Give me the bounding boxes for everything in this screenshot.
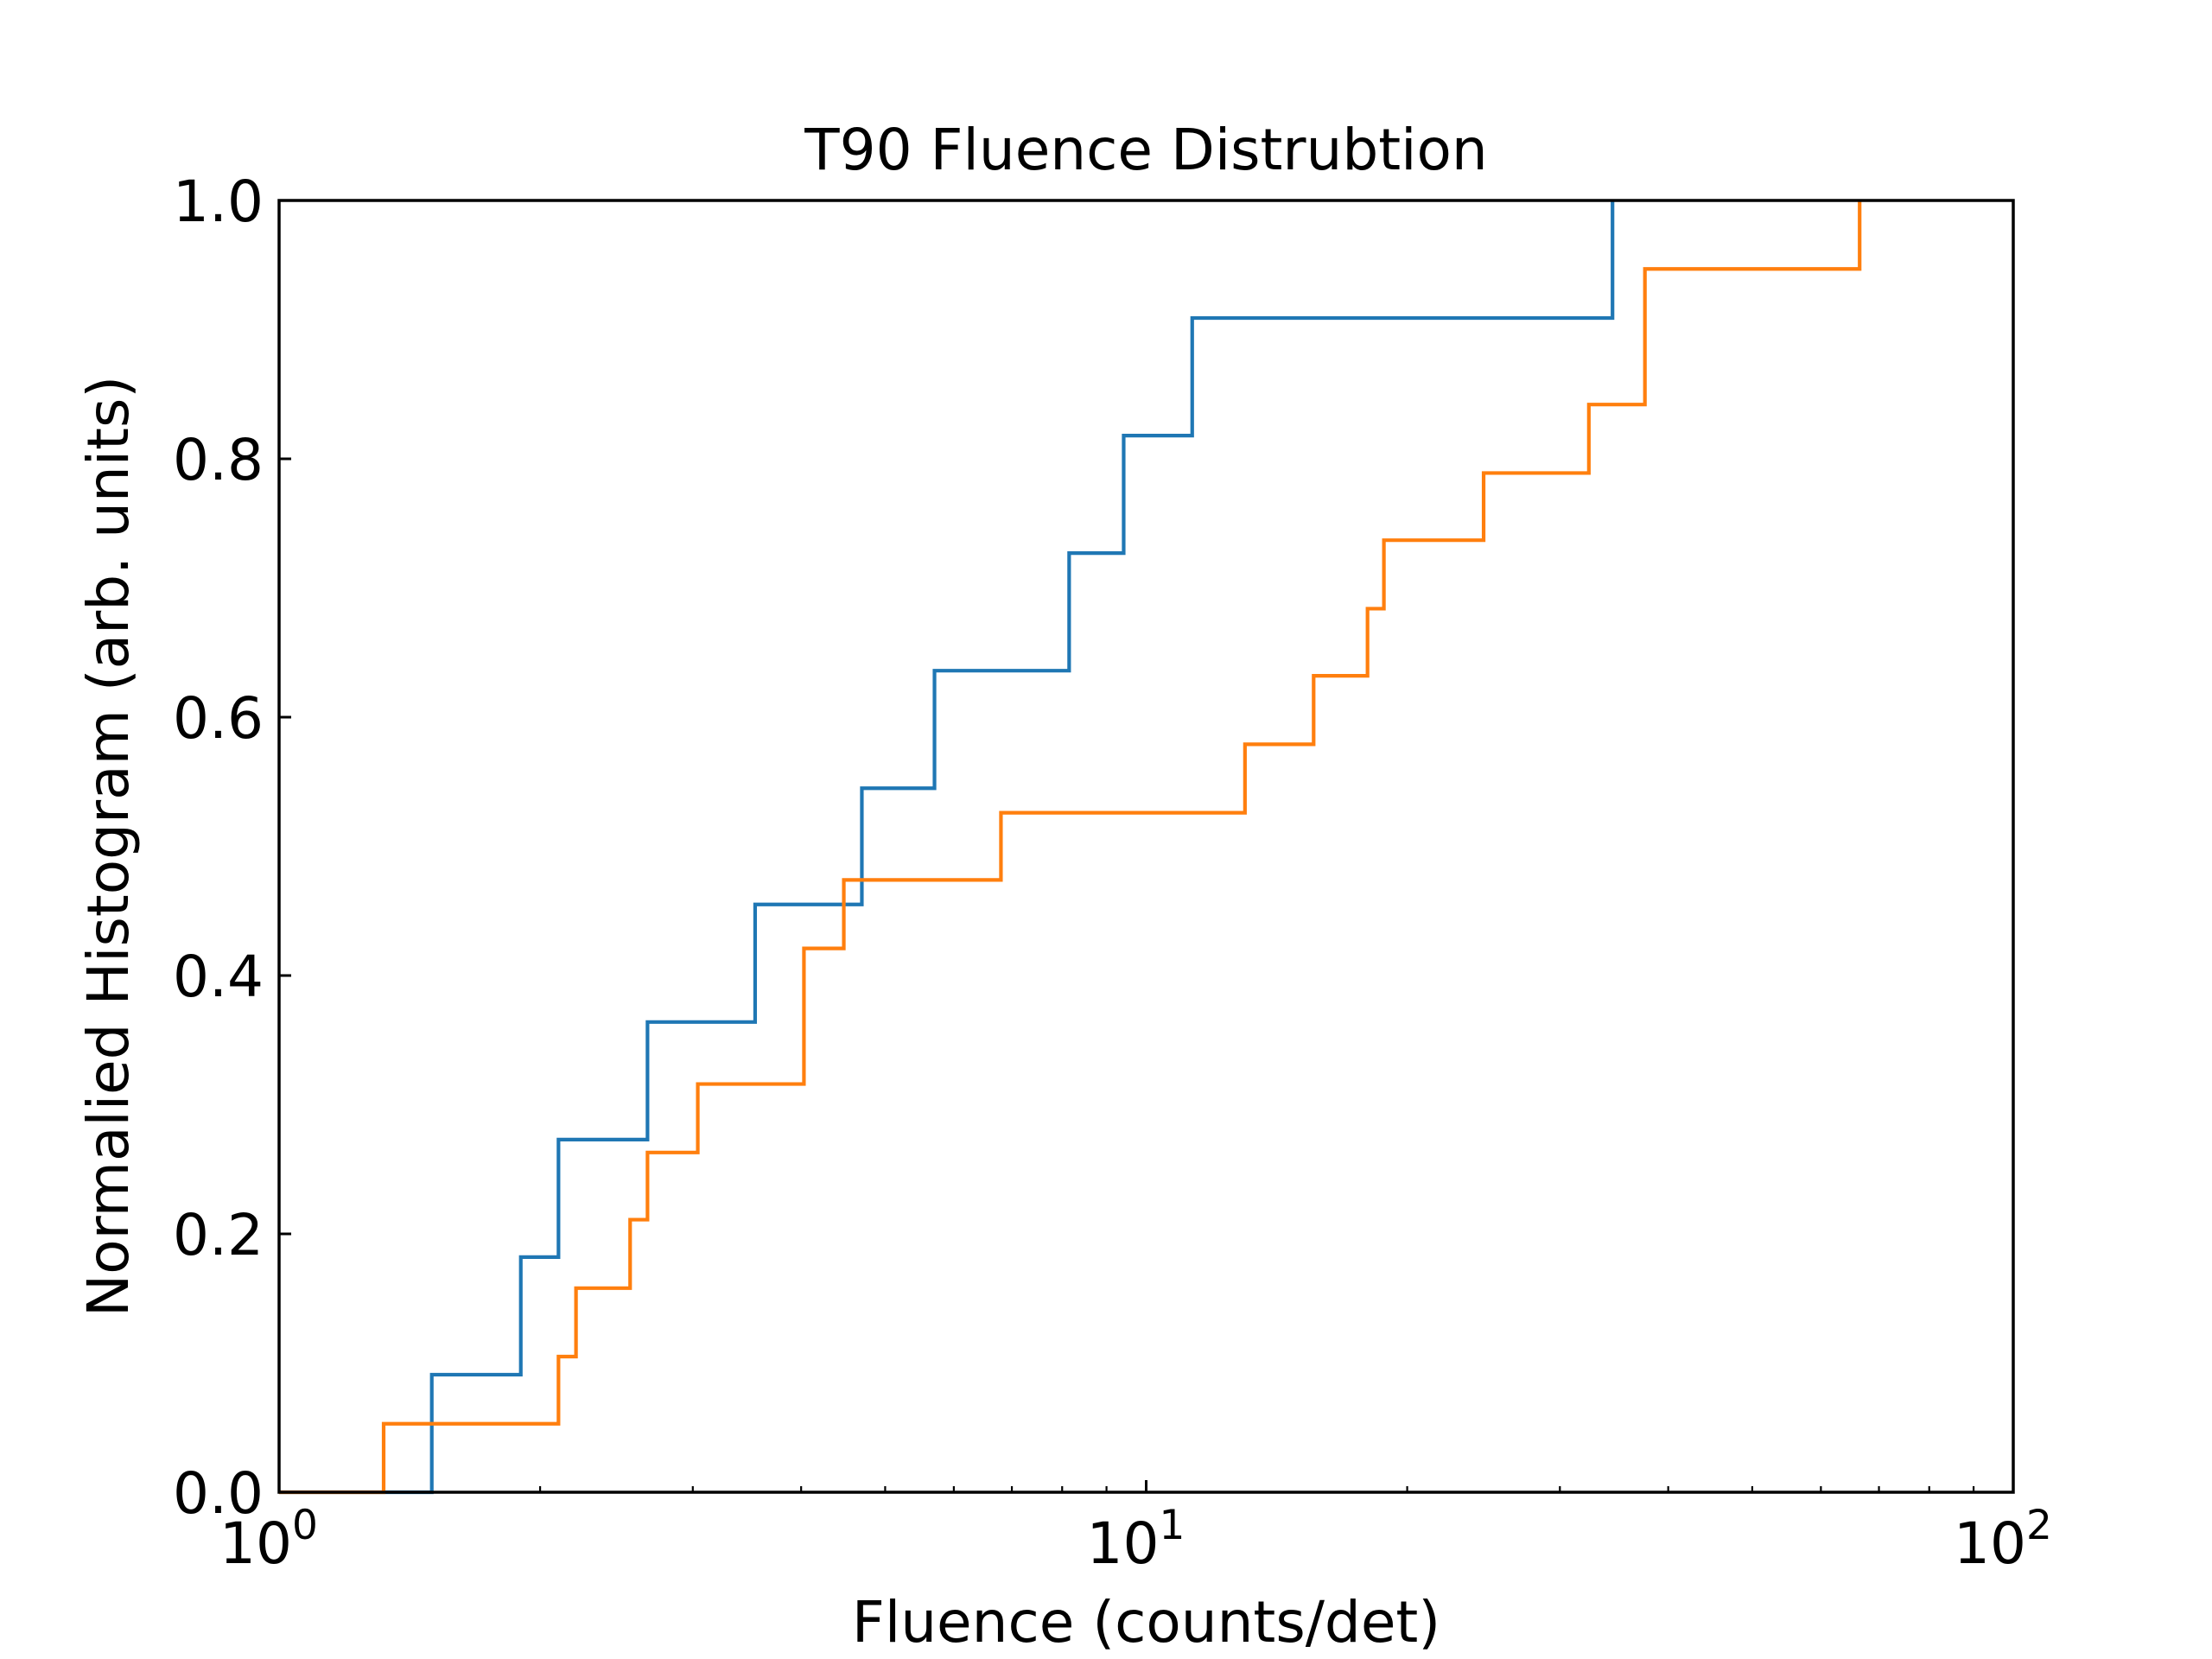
series-line-1 bbox=[279, 200, 1615, 1495]
chart-title: T90 Fluence Distrubtion bbox=[804, 117, 1487, 183]
y-tick-label: 0.8 bbox=[173, 427, 264, 493]
y-tick-label: 0.6 bbox=[173, 685, 264, 752]
y-tick-label: 0.4 bbox=[173, 944, 264, 1010]
y-axis-label: Normalied Histogram (arb. units) bbox=[75, 376, 142, 1317]
plot-frame bbox=[277, 199, 2015, 1494]
y-tick-label: 0.2 bbox=[173, 1202, 264, 1268]
x-tick-label: 102 bbox=[1954, 1502, 2052, 1577]
x-tick-label: 101 bbox=[1087, 1502, 1185, 1577]
y-tick-label: 1.0 bbox=[173, 168, 264, 235]
y-tick-label: 0.0 bbox=[173, 1460, 264, 1527]
series-line-2 bbox=[279, 200, 1862, 1495]
ticks-layer: 0.0 0.2 0.4 0.6 0.8 1.0 100 101 102 bbox=[173, 168, 2052, 1577]
x-axis-label: Fluence (counts/det) bbox=[852, 1589, 1440, 1656]
x-tick-label: 100 bbox=[219, 1502, 318, 1577]
series-layer bbox=[279, 200, 1862, 1495]
